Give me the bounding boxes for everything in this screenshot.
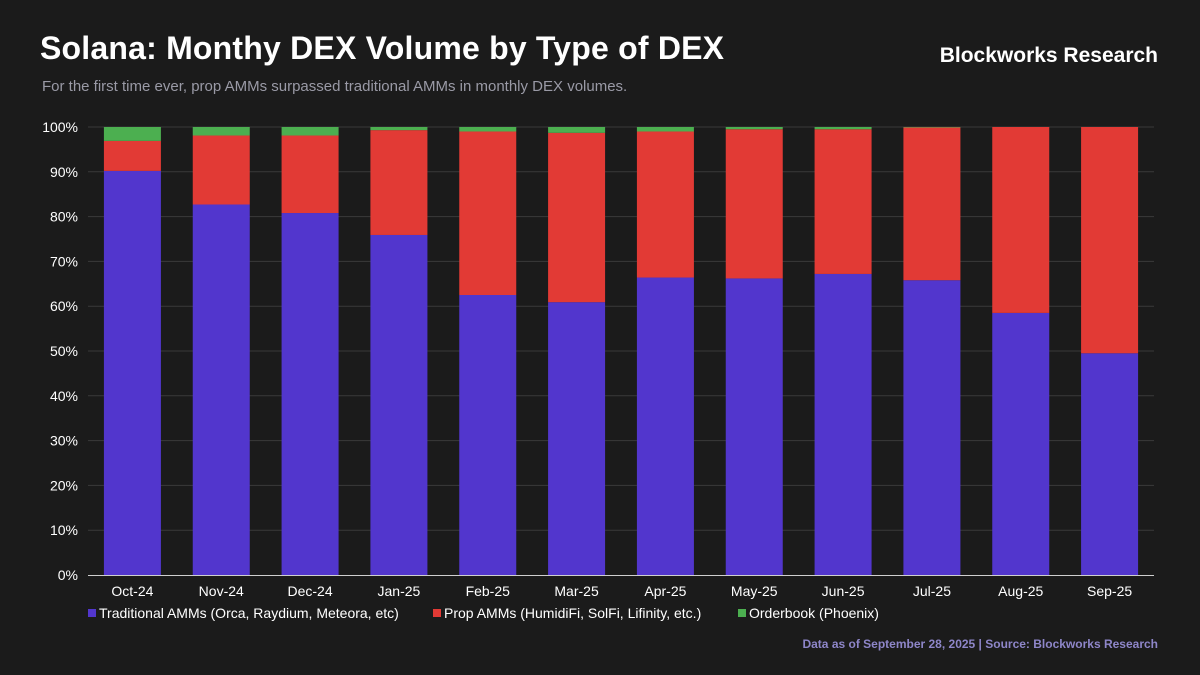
- bar-segment: [903, 280, 961, 575]
- bar-segment: [370, 130, 428, 235]
- chart-subtitle: For the first time ever, prop AMMs surpa…: [42, 78, 628, 95]
- grid-lines: [88, 126, 1154, 531]
- bar-segment: [725, 127, 783, 130]
- bar-segment: [903, 127, 961, 281]
- bar-segment: [992, 127, 1050, 313]
- y-tick-label: 70%: [50, 253, 78, 269]
- x-tick-label: Dec-24: [288, 583, 333, 599]
- legend-swatch: [88, 609, 96, 617]
- y-tick-label: 20%: [50, 477, 78, 493]
- bar-segment: [1081, 127, 1139, 354]
- chart-title: Solana: Monthy DEX Volume by Type of DEX: [40, 30, 725, 66]
- legend-label: Prop AMMs (HumidiFi, SolFi, Lifinity, et…: [444, 605, 701, 621]
- y-tick-label: 50%: [50, 343, 78, 359]
- legend-swatch: [433, 609, 441, 617]
- bar-segment: [281, 135, 339, 214]
- legend-label: Traditional AMMs (Orca, Raydium, Meteora…: [99, 605, 399, 621]
- bar-segment: [459, 131, 517, 295]
- bar-segment: [814, 273, 872, 575]
- x-tick-label: May-25: [731, 583, 778, 599]
- x-tick-label: Sep-25: [1087, 583, 1132, 599]
- x-tick-label: Feb-25: [466, 583, 511, 599]
- legend: Traditional AMMs (Orca, Raydium, Meteora…: [88, 605, 879, 621]
- bar-segment: [103, 170, 161, 576]
- legend-swatch: [738, 609, 746, 617]
- x-tick-label: Nov-24: [199, 583, 244, 599]
- bar-segment: [192, 135, 250, 205]
- source-note: Data as of September 28, 2025 | Source: …: [802, 637, 1158, 651]
- x-tick-label: Mar-25: [554, 583, 599, 599]
- y-tick-label: 40%: [50, 388, 78, 404]
- bar-segment: [636, 131, 694, 278]
- bar-segment: [725, 278, 783, 575]
- y-tick-label: 80%: [50, 209, 78, 225]
- x-tick-label: Jun-25: [822, 583, 865, 599]
- x-tick-label: Oct-24: [111, 583, 153, 599]
- bar-segment: [725, 129, 783, 279]
- y-tick-label: 90%: [50, 164, 78, 180]
- axes: 0% 10% 20% 30% 40% 50% 60% 70% 80% 90% 100% Oct-24 N…: [42, 119, 1154, 599]
- bar-segment: [103, 140, 161, 171]
- y-tick-label: 100%: [42, 119, 78, 135]
- x-tick-label: Apr-25: [644, 583, 686, 599]
- bar-segment: [459, 295, 517, 575]
- y-tick-label: 10%: [50, 522, 78, 538]
- bar-segment: [459, 127, 517, 132]
- bar-segment: [192, 204, 250, 575]
- x-tick-label: Jul-25: [913, 583, 951, 599]
- bar-segment: [814, 127, 872, 130]
- x-tick-label: Aug-25: [998, 583, 1043, 599]
- bar-segment: [636, 277, 694, 575]
- bar-segment: [281, 213, 339, 576]
- bar-segment: [281, 127, 339, 136]
- brand-logo-text: Blockworks Research: [939, 44, 1158, 67]
- bar-segment: [192, 127, 250, 136]
- bar-segment: [548, 132, 606, 303]
- bar-segment: [814, 129, 872, 274]
- bar-segment: [370, 234, 428, 575]
- bar-segment: [548, 127, 606, 133]
- bar-segment: [1081, 353, 1139, 575]
- bar-segment: [370, 127, 428, 131]
- x-tick-label: Jan-25: [378, 583, 421, 599]
- y-tick-label: 0%: [58, 567, 78, 583]
- legend-label: Orderbook (Phoenix): [749, 605, 879, 621]
- bars: [103, 127, 1139, 576]
- y-tick-label: 60%: [50, 298, 78, 314]
- bar-segment: [548, 302, 606, 575]
- y-tick-label: 30%: [50, 433, 78, 449]
- bar-segment: [103, 127, 161, 141]
- bar-segment: [992, 312, 1050, 575]
- bar-segment: [636, 127, 694, 132]
